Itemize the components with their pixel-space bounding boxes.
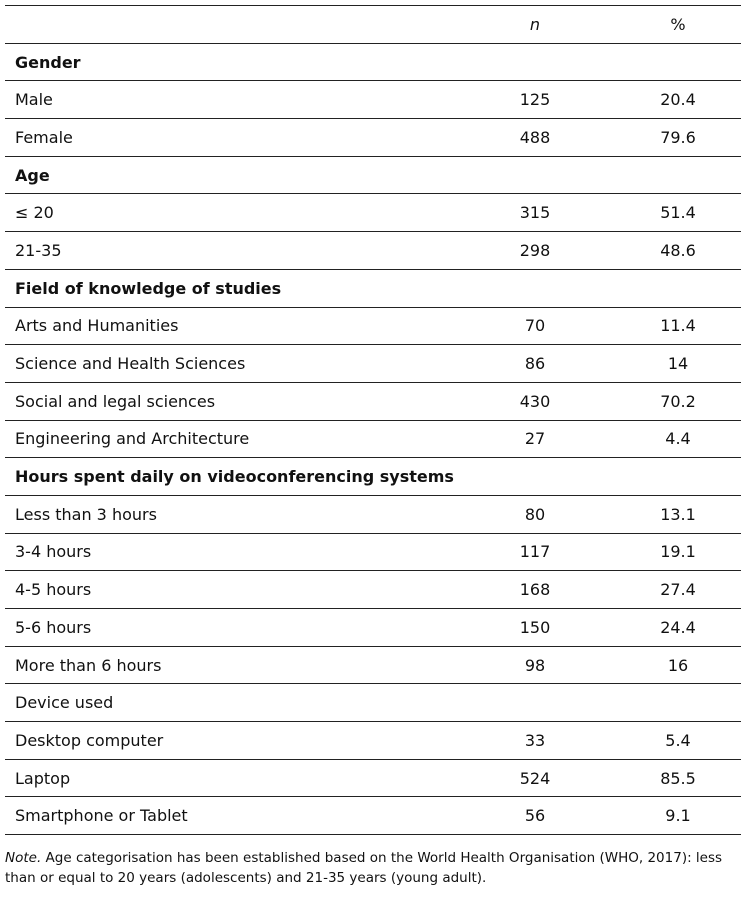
percent-cell: 4.4: [615, 419, 741, 458]
percent-cell: 14: [615, 344, 741, 383]
count-cell: 298: [455, 231, 615, 270]
data-row: Desktop computer 33 5.4: [5, 721, 741, 760]
header-cell: [5, 5, 455, 44]
percent-cell: 13.1: [615, 494, 741, 534]
data-row: ≤ 20 315 51.4: [5, 193, 741, 232]
empty-cell: [615, 155, 741, 194]
data-row: Female 488 79.6: [5, 118, 741, 157]
row-label: 3-4 hours: [5, 532, 455, 571]
row-label: Male: [5, 80, 455, 119]
count-cell: 430: [455, 381, 615, 421]
data-row: Science and Health Sciences 86 14: [5, 344, 741, 383]
row-label: Laptop: [5, 758, 455, 797]
percent-cell: 51.4: [615, 193, 741, 232]
percent-cell: 24.4: [615, 608, 741, 647]
row-label: 4-5 hours: [5, 570, 455, 609]
section-row: Age: [5, 155, 741, 194]
data-row: Smartphone or Tablet 56 9.1: [5, 796, 741, 836]
row-label: ≤ 20: [5, 193, 455, 232]
count-cell: 70: [455, 306, 615, 345]
section-title: Age: [5, 155, 455, 194]
row-label: Desktop computer: [5, 721, 455, 760]
empty-cell: [615, 268, 741, 307]
count-cell: 125: [455, 80, 615, 119]
row-label: 21-35: [5, 231, 455, 270]
row-label: Science and Health Sciences: [5, 344, 455, 383]
empty-cell: [455, 683, 615, 722]
section-row: Device used: [5, 683, 741, 722]
percent-cell: 48.6: [615, 231, 741, 270]
empty-cell: [615, 683, 741, 722]
empty-cell: [455, 42, 615, 81]
header-cell: %: [615, 5, 741, 44]
count-cell: 56: [455, 796, 615, 836]
row-label: Smartphone or Tablet: [5, 796, 455, 836]
empty-cell: [455, 155, 615, 194]
row-label: Female: [5, 118, 455, 157]
data-row: 21-35 298 48.6: [5, 231, 741, 270]
data-row: 3-4 hours 117 19.1: [5, 532, 741, 571]
note: Note. Age categorisation has been establ…: [5, 848, 745, 888]
section-row: Hours spent daily on videoconferencing s…: [5, 457, 741, 496]
section-title: Hours spent daily on videoconferencing s…: [5, 457, 455, 496]
row-label: Social and legal sciences: [5, 381, 455, 421]
section-title: Field of knowledge of studies: [5, 268, 455, 307]
data-row: Engineering and Architecture 27 4.4: [5, 419, 741, 458]
percent-cell: 9.1: [615, 796, 741, 836]
data-row: 5-6 hours 150 24.4: [5, 608, 741, 647]
count-cell: 150: [455, 608, 615, 647]
percent-cell: 16: [615, 645, 741, 684]
data-row: Less than 3 hours 80 13.1: [5, 494, 741, 534]
count-cell: 488: [455, 118, 615, 157]
count-cell: 117: [455, 532, 615, 571]
count-cell: 33: [455, 721, 615, 760]
count-cell: 168: [455, 570, 615, 609]
row-label: Less than 3 hours: [5, 494, 455, 534]
count-cell: 86: [455, 344, 615, 383]
row-label: 5-6 hours: [5, 608, 455, 647]
section-title: Device used: [5, 683, 455, 722]
note-label: Note.: [5, 850, 42, 866]
data-row: Social and legal sciences 430 70.2: [5, 381, 741, 421]
count-cell: 27: [455, 419, 615, 458]
data-table: n% Gender Male 125 20.4 Female 488 79.6 Age ≤ 20…: [5, 5, 741, 836]
note-text: Age categorisation has been established …: [5, 850, 723, 886]
data-row: 4-5 hours 168 27.4: [5, 570, 741, 609]
percent-cell: 85.5: [615, 758, 741, 797]
section-row: Gender: [5, 42, 741, 81]
empty-cell: [615, 457, 741, 496]
data-row: Laptop 524 85.5: [5, 758, 741, 797]
percent-cell: 19.1: [615, 532, 741, 571]
row-label: Engineering and Architecture: [5, 419, 455, 458]
data-row: Male 125 20.4: [5, 80, 741, 119]
count-cell: 98: [455, 645, 615, 684]
count-cell: 524: [455, 758, 615, 797]
percent-cell: 11.4: [615, 306, 741, 345]
row-label: Arts and Humanities: [5, 306, 455, 345]
section-row: Field of knowledge of studies: [5, 268, 741, 307]
percent-cell: 79.6: [615, 118, 741, 157]
percent-cell: 20.4: [615, 80, 741, 119]
percent-cell: 70.2: [615, 381, 741, 421]
empty-cell: [615, 42, 741, 81]
header-cell: n: [455, 5, 615, 44]
empty-cell: [455, 268, 615, 307]
percent-cell: 5.4: [615, 721, 741, 760]
empty-cell: [455, 457, 615, 496]
table-body: n% Gender Male 125 20.4 Female 488 79.6 Age ≤ 20…: [5, 5, 741, 836]
count-cell: 80: [455, 494, 615, 534]
count-cell: 315: [455, 193, 615, 232]
row-label: More than 6 hours: [5, 645, 455, 684]
data-row: More than 6 hours 98 16: [5, 645, 741, 684]
header-row: n%: [5, 5, 741, 44]
data-row: Arts and Humanities 70 11.4: [5, 306, 741, 345]
percent-cell: 27.4: [615, 570, 741, 609]
section-title: Gender: [5, 42, 455, 81]
